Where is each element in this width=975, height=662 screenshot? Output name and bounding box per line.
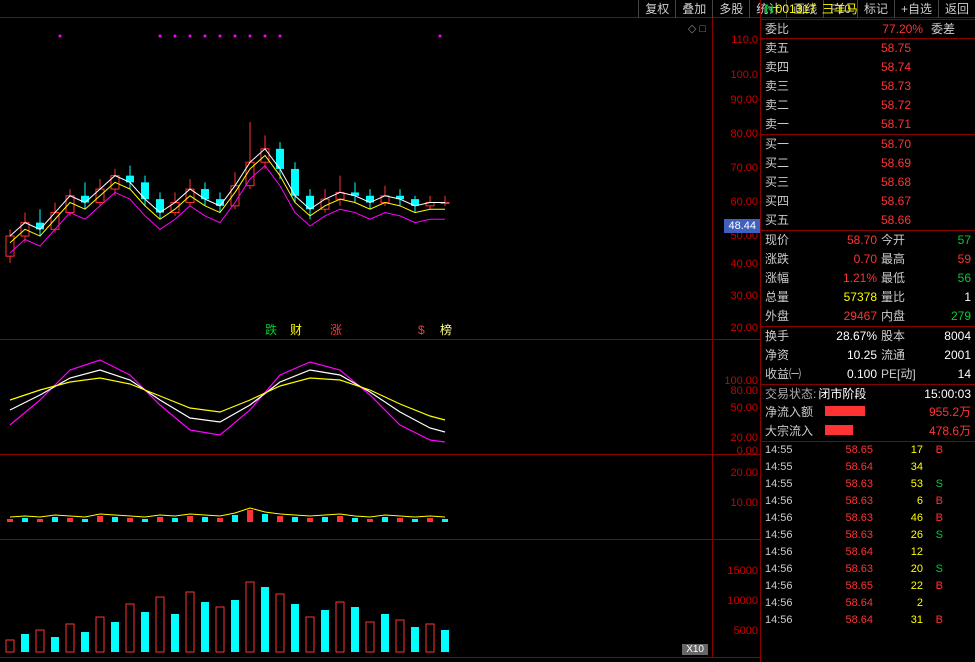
stock-name: 三羊马 [822, 0, 858, 19]
order-label: 卖五 [765, 39, 815, 58]
kdj-panel[interactable]: 100.0080.0050.0020.000.00 [0, 340, 760, 455]
order-price: 58.71 [815, 115, 911, 134]
order-label: 卖二 [765, 96, 815, 115]
order-label: 买五 [765, 211, 815, 230]
svg-text:涨: 涨 [330, 322, 342, 337]
order-label: 卖四 [765, 58, 815, 77]
status-label: 交易状态: [765, 385, 816, 403]
stats-row: 收益㈠0.100PE[动]14 [761, 365, 975, 384]
toolbar-叠加[interactable]: 叠加 [675, 0, 712, 18]
trade-row[interactable]: 14:5658.6320S [761, 561, 975, 578]
asks-row[interactable]: 卖四58.74 [761, 58, 975, 77]
order-price: 58.73 [815, 77, 911, 96]
quote-row: 涨幅1.21%最低56 [761, 269, 975, 288]
status-row: 交易状态: 闭市阶段 15:00:03 [761, 384, 975, 403]
toolbar-复权[interactable]: 复权 [638, 0, 675, 18]
x10-badge: X10 [682, 644, 708, 655]
bids-row[interactable]: 买四58.67 [761, 192, 975, 211]
indicator-panel[interactable]: 20.0010.00 [0, 455, 760, 540]
flow-row: 净流入额955.2万 [761, 403, 975, 422]
trade-row[interactable]: 14:5558.6434 [761, 459, 975, 476]
bids-row[interactable]: 买一58.70 [761, 135, 975, 154]
order-price: 58.75 [815, 39, 911, 58]
chart-mode-icons[interactable]: ◇ □ [688, 22, 706, 35]
side-panel: N 001317 三羊马 委比 77.20% 委差 卖五58.75卖四58.74… [760, 0, 975, 662]
stock-code: 001317 [776, 0, 816, 19]
svg-text:榜: 榜 [440, 322, 452, 337]
quote-row: 外盘29467内盘279 [761, 307, 975, 326]
stats-row: 换手28.67%股本8004 [761, 327, 975, 346]
flow-row: 大宗流入478.6万 [761, 422, 975, 441]
weibi-value: 77.20% [815, 20, 923, 38]
quote-row: 涨跌0.70最高59 [761, 250, 975, 269]
trade-row[interactable]: 14:5658.6431B [761, 612, 975, 629]
order-price: 58.70 [815, 135, 911, 154]
asks-row[interactable]: 卖二58.72 [761, 96, 975, 115]
trade-row[interactable]: 14:5658.6346B [761, 510, 975, 527]
flow-bar [825, 406, 865, 416]
asks-row[interactable]: 卖一58.71 [761, 115, 975, 134]
quote-row: 现价58.70今开57 [761, 231, 975, 250]
order-price: 58.68 [815, 173, 911, 192]
asks-row[interactable]: 卖五58.75 [761, 39, 975, 58]
order-price: 58.74 [815, 58, 911, 77]
order-label: 买四 [765, 192, 815, 211]
svg-text:跌: 跌 [265, 322, 277, 337]
svg-text:$: $ [418, 323, 425, 337]
chart-area: 跌财涨$榜110.0100.090.0080.0070.0060.0050.00… [0, 18, 760, 662]
bids-row[interactable]: 买二58.69 [761, 154, 975, 173]
svg-text:财: 财 [290, 323, 302, 337]
trade-row[interactable]: 14:5658.6522B [761, 578, 975, 595]
trade-row[interactable]: 14:5658.6412 [761, 544, 975, 561]
order-label: 买一 [765, 135, 815, 154]
quote-row: 总量57378量比1 [761, 288, 975, 307]
order-label: 买三 [765, 173, 815, 192]
stats-row: 净资10.25流通2001 [761, 346, 975, 365]
weibi-label: 委比 [765, 20, 815, 38]
trade-row[interactable]: 14:5558.6517B [761, 442, 975, 459]
order-label: 买二 [765, 154, 815, 173]
bids-row[interactable]: 买五58.66 [761, 211, 975, 230]
asks-row[interactable]: 卖三58.73 [761, 77, 975, 96]
stock-header[interactable]: N 001317 三羊马 [761, 0, 975, 19]
order-price: 58.66 [815, 211, 911, 230]
trade-row[interactable]: 14:5658.6326S [761, 527, 975, 544]
order-price: 58.67 [815, 192, 911, 211]
trade-row[interactable]: 14:5658.636B [761, 493, 975, 510]
price-tag: 48.44 [724, 219, 760, 233]
candlestick-panel[interactable]: 跌财涨$榜110.0100.090.0080.0070.0060.0050.00… [0, 18, 760, 340]
toolbar-多股[interactable]: 多股 [712, 0, 749, 18]
volume-panel[interactable]: 15000100005000X10 [0, 540, 760, 658]
weibi-row: 委比 77.20% 委差 [761, 19, 975, 38]
order-label: 卖三 [765, 77, 815, 96]
trade-row[interactable]: 14:5658.642 [761, 595, 975, 612]
order-price: 58.69 [815, 154, 911, 173]
order-price: 58.72 [815, 96, 911, 115]
trade-row[interactable]: 14:5558.6353S [761, 476, 975, 493]
code-prefix: N [765, 0, 774, 19]
status-value: 闭市阶段 [818, 385, 866, 403]
order-label: 卖一 [765, 115, 815, 134]
status-time: 15:00:03 [924, 385, 971, 403]
weicha-label: 委差 [931, 20, 971, 38]
flow-bar [825, 425, 853, 435]
bids-row[interactable]: 买三58.68 [761, 173, 975, 192]
